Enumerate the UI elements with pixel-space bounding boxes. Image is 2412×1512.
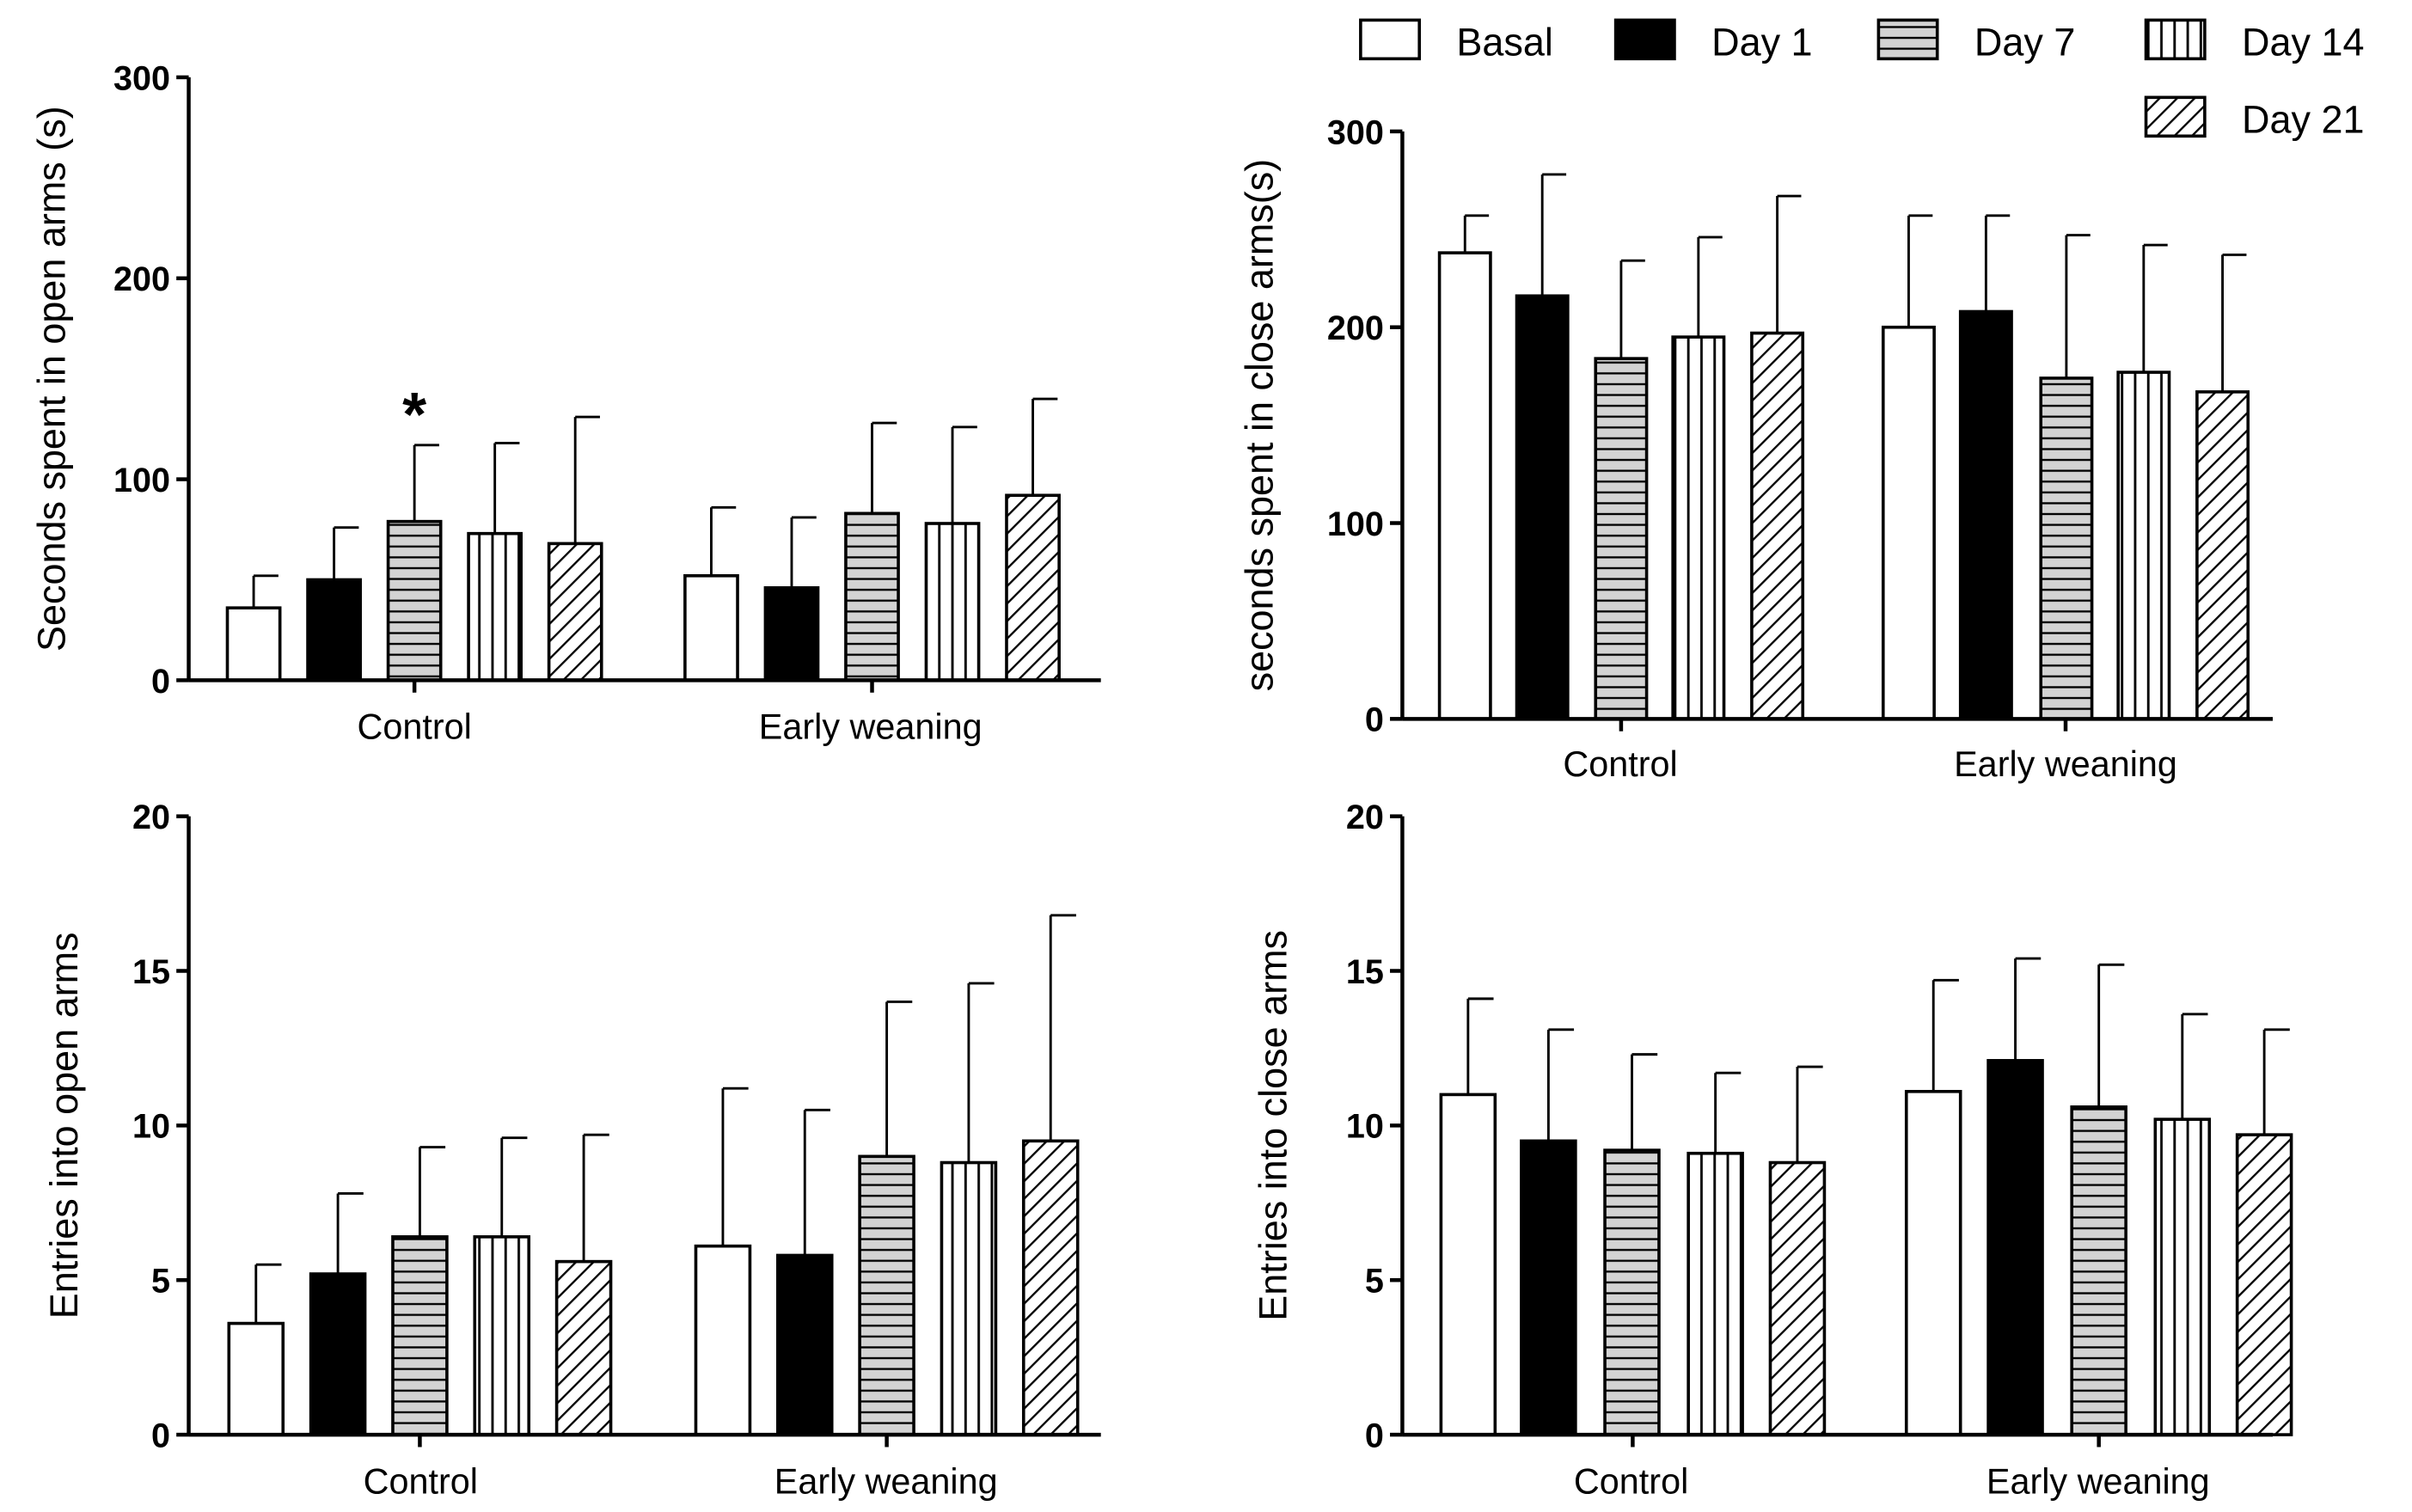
bar-day-7-early-weaning [858, 1154, 915, 1436]
y-tick-label: 100 [113, 462, 170, 499]
y-axis-label: seconds spent in close arms(s) [1237, 159, 1281, 692]
legend-label: Day 1 [1711, 21, 1812, 64]
bar-day-21-control [1750, 331, 1805, 721]
x-category-label: Early weaning [1987, 1461, 2210, 1501]
legend-swatch [1359, 18, 1422, 61]
x-category-label: Early weaning [774, 1461, 998, 1501]
bar-day-1-early-weaning [1987, 1059, 2044, 1436]
bar-basal-early-weaning [1904, 1089, 1962, 1436]
y-tick-label: 200 [113, 260, 170, 298]
legend-label: Day 14 [2242, 21, 2364, 64]
legend-label: Day 7 [1974, 21, 2075, 64]
chart-panel-3: 0 5 10 15 20 Control Early weaning Entries into… [42, 799, 1101, 1501]
bar-day-7-control [386, 519, 443, 683]
bar-day-1-control [1515, 294, 1570, 721]
y-tick-label: 0 [1365, 701, 1384, 739]
y-tick-label: 15 [132, 953, 170, 991]
legend-item-day-14: Day 14 [2144, 18, 2364, 64]
y-tick-label: 20 [132, 799, 170, 836]
y-tick-label: 300 [1327, 113, 1384, 151]
legend-item-day-1: Day 1 [1613, 18, 1813, 64]
bar-day-1-control [309, 1272, 367, 1436]
bar-day-7-control [1594, 357, 1649, 721]
x-category-label: Early weaning [1954, 744, 2177, 784]
legend-item-day-21: Day 21 [2144, 95, 2364, 142]
y-tick-label: 10 [1346, 1108, 1384, 1146]
y-tick-label: 5 [1365, 1263, 1384, 1301]
y-tick-label: 5 [151, 1263, 170, 1301]
x-category-label: Early weaning [759, 707, 983, 747]
bar-day-7-early-weaning [2039, 376, 2094, 721]
legend-swatch [2144, 18, 2207, 61]
x-category-label: Control [357, 707, 471, 747]
x-category-label: Control [1574, 1461, 1688, 1501]
x-category-label: Control [1563, 744, 1677, 784]
y-axis-label: Entries into close arms [1252, 930, 1295, 1321]
y-tick-label: 100 [1327, 505, 1384, 543]
y-tick-label: 10 [132, 1108, 170, 1146]
bar-day-1-early-weaning [763, 586, 820, 683]
bar-day-7-early-weaning [2070, 1105, 2127, 1436]
legend: Basal Day 1 Day 7 Day 14 Day 21 [1359, 18, 2364, 142]
bar-day-21-early-weaning [1021, 1139, 1080, 1436]
legend-label: Basal [1456, 21, 1552, 64]
chart-panel-2: 0 100 200 300 Control Early weaning seconds sp… [1237, 113, 2274, 784]
x-category-label: Control [364, 1461, 478, 1501]
legend-swatch [2144, 95, 2207, 138]
chart-panel-4: 0 5 10 15 20 Control Early weaning Entries into… [1252, 799, 2293, 1501]
y-tick-label: 0 [151, 663, 170, 701]
bar-basal-control [1437, 251, 1492, 721]
bar-day-7-control [1603, 1148, 1661, 1436]
significance-asterisk: * [402, 381, 426, 450]
bar-day-14-early-weaning [2116, 370, 2171, 721]
bar-day-14-control [473, 1235, 531, 1436]
y-tick-label: 0 [1365, 1417, 1384, 1454]
y-axis-label: Seconds spent in open arms (s) [30, 106, 74, 652]
bar-day-1-early-weaning [1958, 309, 2013, 721]
bar-day-14-early-weaning [924, 522, 981, 683]
y-axis-label: Entries into open arms [42, 932, 86, 1319]
bar-basal-early-weaning [683, 573, 739, 683]
y-tick-label: 0 [151, 1417, 170, 1454]
bar-day-14-early-weaning [940, 1160, 998, 1436]
bar-basal-early-weaning [694, 1244, 752, 1436]
bar-day-21-control [1768, 1160, 1827, 1436]
bar-day-14-early-weaning [2153, 1117, 2212, 1436]
bar-day-14-control [1687, 1151, 1744, 1436]
bar-day-1-control [306, 578, 362, 683]
y-tick-label: 15 [1346, 953, 1384, 991]
bar-day-21-early-weaning [1005, 493, 1061, 683]
bar-basal-control [227, 1321, 285, 1436]
bar-day-1-early-weaning [775, 1253, 834, 1436]
y-tick-label: 20 [1346, 799, 1384, 836]
bar-day-21-early-weaning [2235, 1133, 2293, 1436]
bar-day-21-control [554, 1259, 613, 1436]
bar-day-1-control [1520, 1139, 1577, 1436]
legend-label: Day 21 [2242, 98, 2364, 142]
legend-swatch [1876, 18, 1939, 61]
legend-swatch [1613, 18, 1676, 61]
bar-day-14-control [1671, 335, 1726, 721]
bar-day-14-control [467, 531, 523, 683]
y-tick-label: 300 [113, 59, 170, 97]
bar-day-21-early-weaning [2195, 390, 2250, 721]
bar-day-21-control [547, 542, 603, 683]
chart-panel-1: 0 100 200 300 Control Early weaning Seconds sp… [30, 59, 1101, 747]
bar-day-7-early-weaning [844, 511, 900, 683]
legend-item-day-7: Day 7 [1876, 18, 2075, 64]
bar-basal-early-weaning [1881, 325, 1936, 721]
bar-basal-control [1439, 1093, 1497, 1436]
bar-day-7-control [391, 1235, 449, 1436]
y-tick-label: 200 [1327, 309, 1384, 347]
bar-basal-control [225, 606, 282, 683]
legend-item-basal: Basal [1359, 18, 1553, 64]
